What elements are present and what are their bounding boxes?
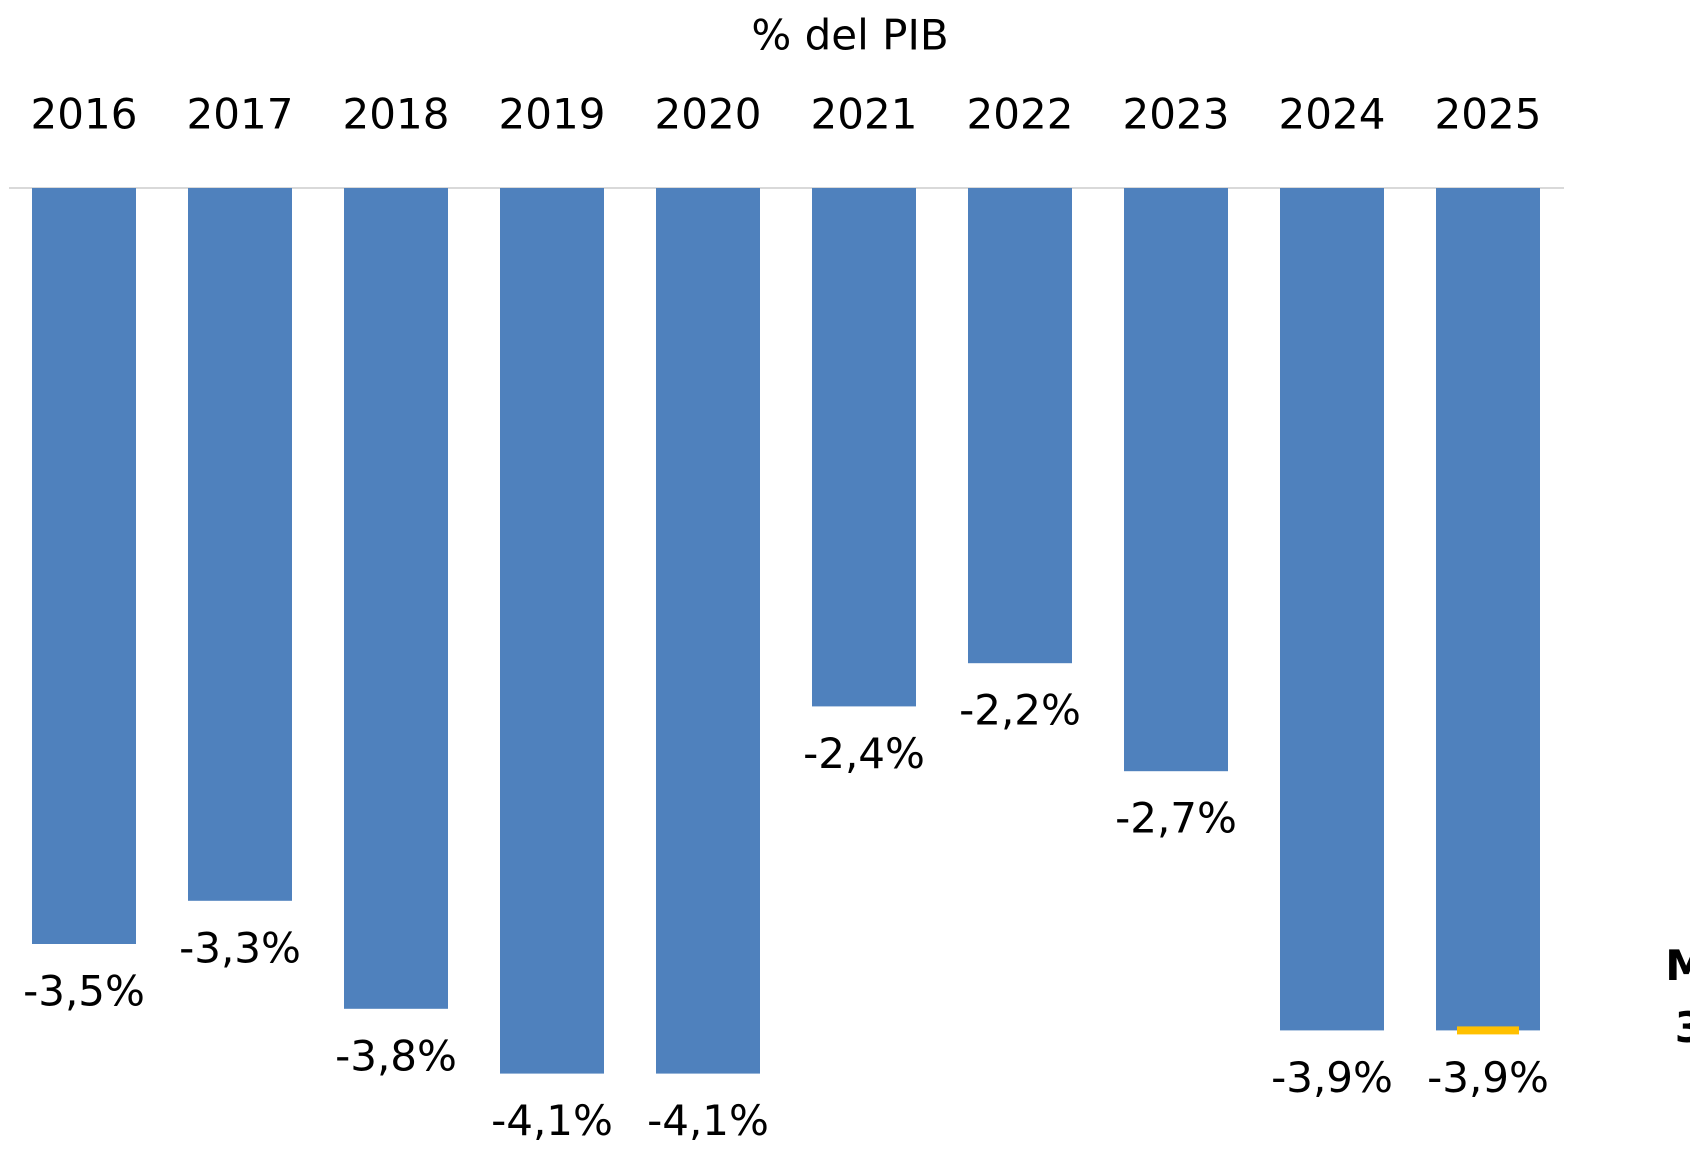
chart-title: % del PIB xyxy=(751,11,948,60)
bar xyxy=(656,188,760,1074)
bar xyxy=(968,188,1072,664)
x-tick-label: 2025 xyxy=(1435,90,1542,139)
value-label: -3,9% xyxy=(1427,1053,1549,1102)
target-marker xyxy=(1457,1026,1519,1035)
x-tick-label: 2024 xyxy=(1279,90,1386,139)
bar xyxy=(1280,188,1384,1031)
value-label: -2,7% xyxy=(1115,794,1237,843)
target-label: 3,9% xyxy=(1675,1003,1690,1052)
value-label: -3,5% xyxy=(23,967,145,1016)
bar xyxy=(1436,188,1540,1031)
x-tick-label: 2019 xyxy=(499,90,606,139)
x-tick-label: 2023 xyxy=(1123,90,1230,139)
x-tick-label: 2016 xyxy=(31,90,138,139)
x-tick-label: 2020 xyxy=(655,90,762,139)
value-label: -3,8% xyxy=(335,1031,457,1080)
target-label: Meta: xyxy=(1665,941,1690,990)
bar xyxy=(500,188,604,1074)
value-label: -3,9% xyxy=(1271,1053,1393,1102)
value-label: -4,1% xyxy=(491,1096,613,1145)
value-label: -2,2% xyxy=(959,686,1081,735)
x-tick-label: 2022 xyxy=(967,90,1074,139)
bar xyxy=(1124,188,1228,772)
bar xyxy=(344,188,448,1009)
bar xyxy=(188,188,292,901)
x-tick-label: 2017 xyxy=(187,90,294,139)
bar xyxy=(32,188,136,944)
value-label: -2,4% xyxy=(803,729,925,778)
value-label: -3,3% xyxy=(179,923,301,972)
x-tick-label: 2018 xyxy=(343,90,450,139)
x-tick-label: 2021 xyxy=(811,90,918,139)
value-label: -4,1% xyxy=(647,1096,769,1145)
bar xyxy=(812,188,916,707)
